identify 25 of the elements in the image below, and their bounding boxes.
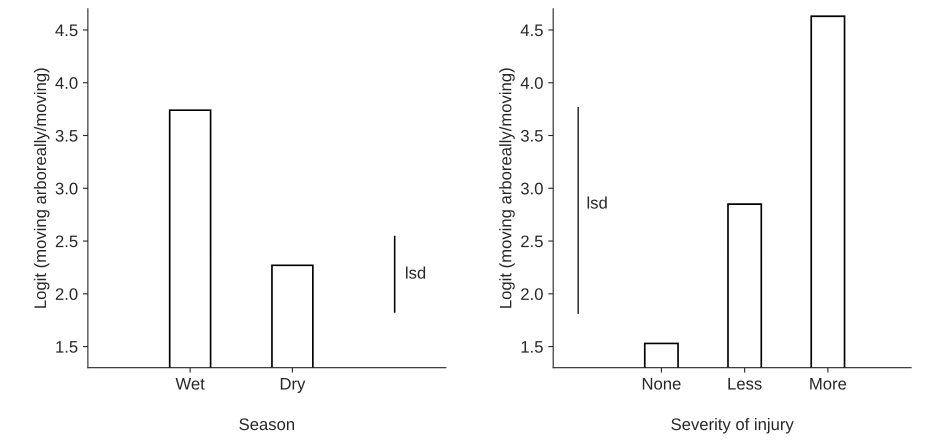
annotation: lsd [406,266,426,279]
y-tick-label: 3.5 [56,130,78,142]
y-tick-label: 3.0 [520,182,543,194]
y-tick-label: 4.0 [55,77,78,89]
y-tick-label: 4.5 [55,24,78,36]
y-tick-label: 2.0 [56,288,78,300]
x-tick-label: None [642,378,681,390]
y-tick-label: 4.0 [520,77,543,89]
x-tick-label: Less [728,378,762,390]
y-axis-title: Logit (moving arboreally/moving) [34,68,50,308]
y-tick-label: 4.5 [520,24,543,36]
x-axis-title: Season [239,418,294,430]
y-tick-label: 2.5 [56,235,78,248]
y-tick-label: 1.5 [522,341,543,353]
x-tick-label: Wet [176,378,205,390]
x-tick-label: Dry [280,378,306,393]
y-tick-label: 2.5 [521,235,543,248]
annotation: lsd [588,196,607,209]
y-tick-label: 1.5 [56,341,78,353]
x-axis-title: Severity of injury [671,418,794,434]
x-tick-label: More [810,378,846,390]
y-axis-title: Logit (moving arboreally/moving) [499,68,515,308]
y-tick-label: 3.0 [56,182,78,194]
y-tick-label: 2.0 [521,288,543,300]
y-tick-label: 3.5 [520,130,543,142]
